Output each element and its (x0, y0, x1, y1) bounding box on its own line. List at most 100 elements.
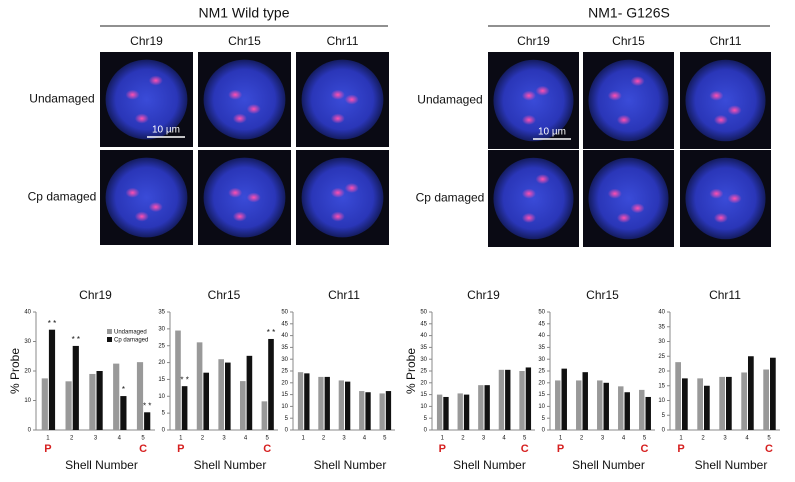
bar (113, 363, 120, 430)
bar (719, 376, 725, 430)
x-tick-label: 5 (383, 436, 387, 442)
bar (385, 391, 392, 430)
probe-signal (344, 183, 359, 193)
legend-label: Undamaged (114, 330, 147, 336)
shell-marker: C (139, 443, 147, 455)
y-axis-label: % Probe (8, 348, 22, 394)
row-label: Cp damaged (416, 191, 485, 205)
bar (639, 389, 645, 430)
group-title: NM1- G126S (588, 5, 670, 21)
probe-signal (228, 89, 243, 100)
significance: * (122, 385, 125, 394)
bar (603, 382, 609, 430)
y-tick-label: 50 (538, 310, 545, 316)
column-label: Chr15 (612, 34, 645, 48)
probe-signal (709, 188, 724, 199)
y-tick-label: 0 (662, 428, 666, 434)
probe-signal (727, 105, 742, 116)
significance: * * (267, 328, 275, 337)
bar (181, 386, 188, 430)
bar (218, 359, 224, 430)
x-tick-label: 4 (363, 436, 367, 442)
bar (576, 380, 582, 430)
probe-signal (709, 90, 724, 101)
bar (463, 394, 470, 430)
nucleus (203, 59, 286, 140)
probe-signal (246, 192, 261, 203)
bar (318, 376, 324, 430)
bar (675, 362, 681, 430)
bar (324, 376, 330, 430)
y-tick-label: 35 (158, 310, 165, 316)
probe-signal (521, 90, 536, 101)
y-tick-label: 10 (281, 404, 288, 410)
x-tick-label: 2 (201, 436, 205, 442)
bar (120, 396, 127, 430)
bar (525, 367, 532, 430)
x-tick-label: 3 (342, 436, 346, 442)
shell-marker: C (641, 443, 649, 455)
bar (498, 369, 505, 430)
y-tick-label: 40 (658, 310, 665, 316)
group-title: NM1 Wild type (198, 5, 289, 21)
bar (561, 368, 567, 430)
x-tick-label: 1 (46, 436, 50, 442)
shell-marker: C (521, 443, 529, 455)
y-tick-label: 25 (658, 354, 665, 360)
bar (41, 378, 48, 430)
x-tick-label: 4 (244, 436, 248, 442)
bar (365, 392, 371, 430)
shell-marker: P (177, 443, 184, 455)
significance: * * (180, 375, 188, 384)
bar (443, 396, 449, 430)
bar (96, 371, 103, 430)
x-tick-label: 2 (580, 436, 584, 442)
x-axis-label: Shell Number (194, 458, 267, 472)
shell-marker: P (557, 443, 564, 455)
probe-signal (535, 85, 550, 96)
probe-signal (330, 187, 345, 198)
chart-title: Chr19 (79, 288, 112, 302)
probe-signal (125, 187, 140, 198)
bar (457, 393, 463, 430)
x-tick-label: 3 (601, 436, 605, 442)
y-tick-label: 10 (24, 398, 31, 404)
column-label: Chr15 (228, 34, 261, 48)
bar (89, 373, 96, 430)
bar (136, 362, 144, 430)
x-axis-label: Shell Number (453, 458, 526, 472)
y-tick-label: 50 (281, 310, 288, 316)
y-tick-label: 45 (420, 321, 427, 327)
nucleus (685, 59, 766, 142)
y-tick-label: 40 (24, 310, 31, 316)
bar (297, 372, 304, 430)
probe-signal (134, 113, 149, 124)
bar (478, 385, 484, 430)
nucleus (105, 157, 188, 238)
y-tick-label: 35 (420, 345, 427, 351)
y-tick-label: 45 (281, 321, 288, 327)
y-tick-label: 30 (538, 357, 545, 363)
probe-signal (616, 114, 631, 125)
bar (682, 378, 688, 430)
y-tick-label: 25 (158, 343, 165, 349)
y-tick-label: 0 (162, 428, 166, 434)
scale-bar-label: 10 µm (538, 127, 566, 138)
y-tick-label: 50 (420, 310, 427, 316)
significance: * * (143, 401, 151, 410)
y-tick-label: 30 (158, 326, 165, 332)
y-tick-label: 10 (158, 394, 165, 400)
chart-title: Chr11 (328, 288, 360, 302)
bar (239, 381, 246, 430)
shell-marker: P (44, 443, 51, 455)
bar (175, 330, 181, 430)
probe-signal (232, 113, 247, 124)
x-tick-label: 2 (322, 436, 326, 442)
probe-signal (535, 174, 550, 185)
scale-bar-label: 10 µm (152, 125, 180, 136)
x-tick-label: 3 (94, 436, 98, 442)
y-tick-label: 20 (158, 360, 165, 366)
y-tick-label: 15 (420, 392, 427, 398)
bar (624, 392, 630, 430)
bar (338, 380, 344, 430)
